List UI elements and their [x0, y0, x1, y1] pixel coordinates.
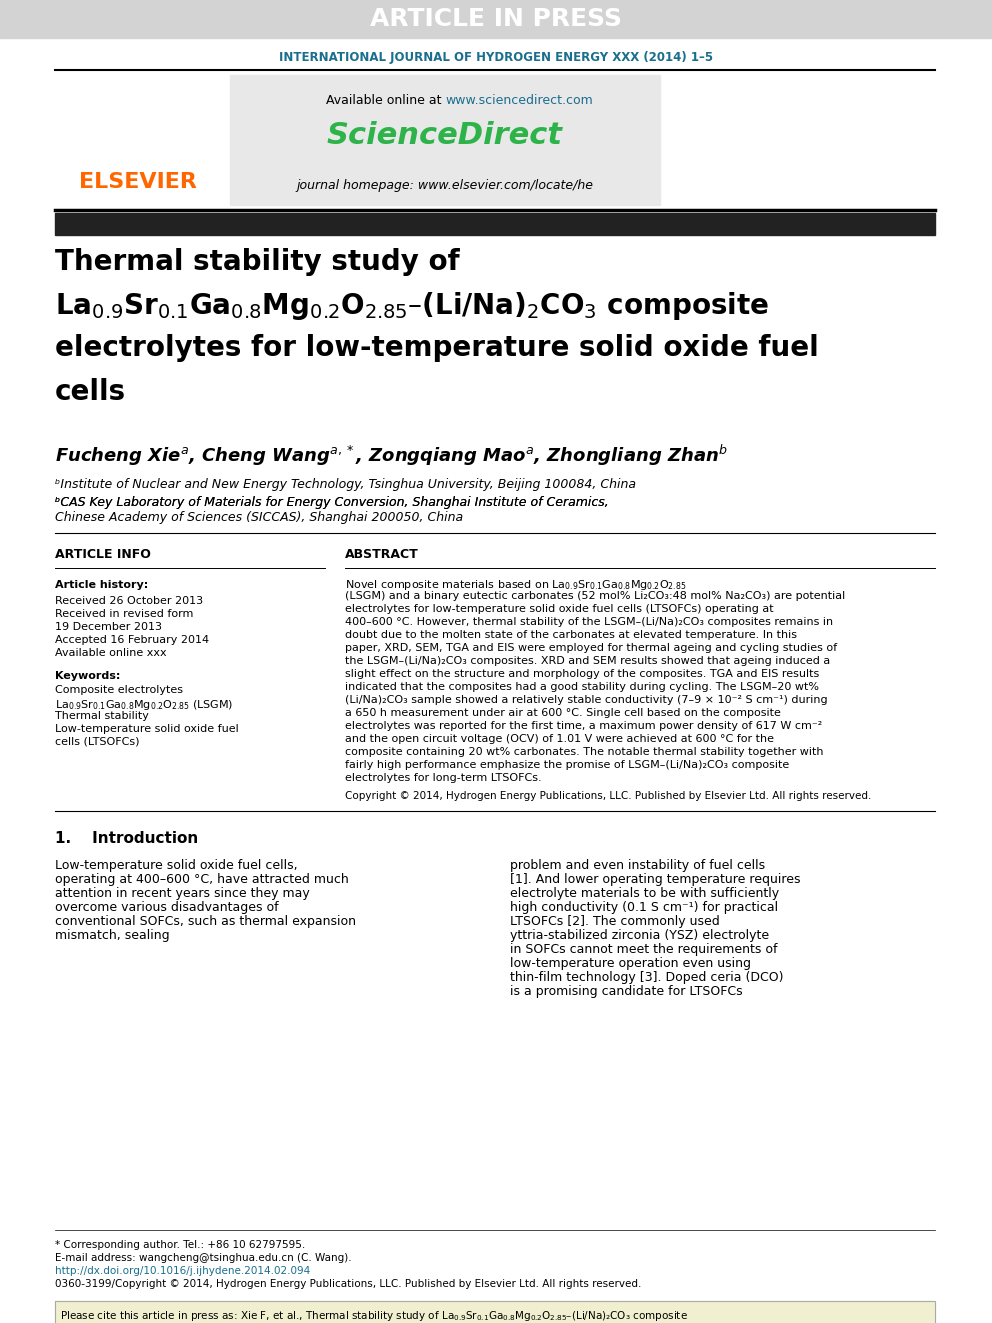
Text: fairly high performance emphasize the promise of LSGM–(Li/Na)₂CO₃ composite: fairly high performance emphasize the pr…	[345, 759, 790, 770]
Text: indicated that the composites had a good stability during cycling. The LSGM–20 w: indicated that the composites had a good…	[345, 681, 819, 692]
Text: electrolytes for long-term LTSOFCs.: electrolytes for long-term LTSOFCs.	[345, 773, 542, 783]
Text: 400–600 °C. However, thermal stability of the LSGM–(Li/Na)₂CO₃ composites remain: 400–600 °C. However, thermal stability o…	[345, 617, 833, 627]
Text: ᵇInstitute of Nuclear and New Energy Technology, Tsinghua University, Beijing 10: ᵇInstitute of Nuclear and New Energy Tec…	[55, 478, 636, 491]
Text: thin-film technology [3]. Doped ceria (DCO): thin-film technology [3]. Doped ceria (D…	[510, 971, 784, 984]
Text: paper, XRD, SEM, TGA and EIS were employed for thermal ageing and cycling studie: paper, XRD, SEM, TGA and EIS were employ…	[345, 643, 837, 654]
Text: http://dx.doi.org/10.1016/j.ijhydene.2014.02.094: http://dx.doi.org/10.1016/j.ijhydene.201…	[55, 1266, 310, 1275]
Text: Received 26 October 2013: Received 26 October 2013	[55, 595, 203, 606]
Text: (LSGM) and a binary eutectic carbonates (52 mol% Li₂CO₃:48 mol% Na₂CO₃) are pote: (LSGM) and a binary eutectic carbonates …	[345, 591, 845, 601]
Text: cells: cells	[55, 378, 126, 406]
Text: Thermal stability: Thermal stability	[55, 710, 149, 721]
Text: electrolytes for low-temperature solid oxide fuel: electrolytes for low-temperature solid o…	[55, 333, 818, 363]
Text: (Li/Na)₂CO₃ sample showed a relatively stable conductivity (7–9 × 10⁻² S cm⁻¹) d: (Li/Na)₂CO₃ sample showed a relatively s…	[345, 695, 827, 705]
Text: 19 December 2013: 19 December 2013	[55, 622, 162, 632]
Text: yttria-stabilized zirconia (YSZ) electrolyte: yttria-stabilized zirconia (YSZ) electro…	[510, 929, 769, 942]
Bar	[55, 1301, 935, 1323]
Text: composite containing 20 wt% carbonates. The notable thermal stability together w: composite containing 20 wt% carbonates. …	[345, 747, 823, 757]
Text: low-temperature operation even using: low-temperature operation even using	[510, 957, 751, 970]
Text: in SOFCs cannot meet the requirements of: in SOFCs cannot meet the requirements of	[510, 943, 778, 957]
Text: doubt due to the molten state of the carbonates at elevated temperature. In this: doubt due to the molten state of the car…	[345, 630, 797, 640]
Text: Novel composite materials based on La$_{0.9}$Sr$_{0.1}$Ga$_{0.8}$Mg$_{0.2}$O$_{2: Novel composite materials based on La$_{…	[345, 578, 686, 591]
Text: INTERNATIONAL JOURNAL OF HYDROGEN ENERGY XXX (2014) 1–5: INTERNATIONAL JOURNAL OF HYDROGEN ENERGY…	[279, 52, 713, 65]
Text: Composite electrolytes: Composite electrolytes	[55, 685, 183, 695]
Text: 1.    Introduction: 1. Introduction	[55, 831, 198, 845]
Text: is a promising candidate for LTSOFCs: is a promising candidate for LTSOFCs	[510, 986, 743, 998]
Text: ARTICLE INFO: ARTICLE INFO	[55, 548, 151, 561]
Text: Fucheng Xie$^a$, Cheng Wang$^{a,*}$, Zongqiang Mao$^a$, Zhongliang Zhan$^b$: Fucheng Xie$^a$, Cheng Wang$^{a,*}$, Zon…	[55, 443, 727, 468]
Bar	[55, 213, 935, 235]
Text: www.sciencedirect.com: www.sciencedirect.com	[445, 94, 593, 106]
Text: Chinese Academy of Sciences (SICCAS), Shanghai 200050, China: Chinese Academy of Sciences (SICCAS), Sh…	[55, 511, 463, 524]
Text: 0360-3199/Copyright © 2014, Hydrogen Energy Publications, LLC. Published by Else: 0360-3199/Copyright © 2014, Hydrogen Ene…	[55, 1279, 642, 1289]
Text: ARTICLE IN PRESS: ARTICLE IN PRESS	[370, 7, 622, 30]
Text: ᵇCAS Key Laboratory of Materials for Energy Conversion, Shanghai Institute of Ce: ᵇCAS Key Laboratory of Materials for Ene…	[55, 496, 609, 509]
Text: and the open circuit voltage (OCV) of 1.01 V were achieved at 600 °C for the: and the open circuit voltage (OCV) of 1.…	[345, 734, 774, 744]
Text: the LSGM–(Li/Na)₂CO₃ composites. XRD and SEM results showed that ageing induced : the LSGM–(Li/Na)₂CO₃ composites. XRD and…	[345, 656, 830, 665]
Text: high conductivity (0.1 S cm⁻¹) for practical: high conductivity (0.1 S cm⁻¹) for pract…	[510, 901, 778, 914]
Text: conventional SOFCs, such as thermal expansion: conventional SOFCs, such as thermal expa…	[55, 916, 356, 927]
Bar	[230, 75, 660, 205]
Text: ABSTRACT: ABSTRACT	[345, 548, 419, 561]
Text: Low-temperature solid oxide fuel: Low-temperature solid oxide fuel	[55, 724, 239, 734]
Text: ᵇCAS Key Laboratory of Materials for Energy Conversion, Shanghai Institute of Ce: ᵇCAS Key Laboratory of Materials for Ene…	[55, 496, 609, 509]
Text: a 650 h measurement under air at 600 °C. Single cell based on the composite: a 650 h measurement under air at 600 °C.…	[345, 708, 781, 718]
Text: Thermal stability study of: Thermal stability study of	[55, 247, 459, 277]
Bar	[0, 0, 992, 38]
Text: Copyright © 2014, Hydrogen Energy Publications, LLC. Published by Elsevier Ltd. : Copyright © 2014, Hydrogen Energy Public…	[345, 791, 871, 800]
Text: electrolytes was reported for the first time, a maximum power density of 617 W c: electrolytes was reported for the first …	[345, 721, 822, 732]
Text: problem and even instability of fuel cells: problem and even instability of fuel cel…	[510, 859, 765, 872]
Text: La$_{0.9}$Sr$_{0.1}$Ga$_{0.8}$Mg$_{0.2}$O$_{2.85}$ (LSGM): La$_{0.9}$Sr$_{0.1}$Ga$_{0.8}$Mg$_{0.2}$…	[55, 699, 233, 712]
Text: cells (LTSOFCs): cells (LTSOFCs)	[55, 737, 140, 747]
Bar	[55, 1301, 935, 1323]
Text: Available online at: Available online at	[325, 94, 445, 106]
Text: electrolytes for low-temperature solid oxide fuel cells (LTSOFCs) operating at: electrolytes for low-temperature solid o…	[345, 605, 774, 614]
Text: * Corresponding author. Tel.: +86 10 62797595.: * Corresponding author. Tel.: +86 10 627…	[55, 1240, 306, 1250]
Text: journal homepage: www.elsevier.com/locate/he: journal homepage: www.elsevier.com/locat…	[297, 179, 593, 192]
Text: Available online xxx: Available online xxx	[55, 648, 167, 658]
Text: [1]. And lower operating temperature requires: [1]. And lower operating temperature req…	[510, 873, 801, 886]
Text: Received in revised form: Received in revised form	[55, 609, 193, 619]
Text: electrolyte materials to be with sufficiently: electrolyte materials to be with suffici…	[510, 886, 779, 900]
Text: ScienceDirect: ScienceDirect	[327, 120, 563, 149]
Text: overcome various disadvantages of: overcome various disadvantages of	[55, 901, 279, 914]
Text: slight effect on the structure and morphology of the composites. TGA and EIS res: slight effect on the structure and morph…	[345, 669, 819, 679]
Text: E-mail address: wangcheng@tsinghua.edu.cn (C. Wang).: E-mail address: wangcheng@tsinghua.edu.c…	[55, 1253, 351, 1263]
Text: mismatch, sealing: mismatch, sealing	[55, 929, 170, 942]
Text: Article history:: Article history:	[55, 579, 148, 590]
Text: La$_{0.9}$Sr$_{0.1}$Ga$_{0.8}$Mg$_{0.2}$O$_{2.85}$–(Li/Na)$_2$CO$_3$ composite: La$_{0.9}$Sr$_{0.1}$Ga$_{0.8}$Mg$_{0.2}$…	[55, 290, 769, 321]
Text: operating at 400–600 °C, have attracted much: operating at 400–600 °C, have attracted …	[55, 873, 349, 886]
Text: Please cite this article in press as: Xie F, et al., Thermal stability study of : Please cite this article in press as: Xi…	[60, 1308, 858, 1323]
Text: Low-temperature solid oxide fuel cells,: Low-temperature solid oxide fuel cells,	[55, 859, 298, 872]
Text: Keywords:: Keywords:	[55, 671, 120, 681]
Text: attention in recent years since they may: attention in recent years since they may	[55, 886, 310, 900]
Text: ELSEVIER: ELSEVIER	[79, 172, 197, 192]
Text: LTSOFCs [2]. The commonly used: LTSOFCs [2]. The commonly used	[510, 916, 720, 927]
Text: Accepted 16 February 2014: Accepted 16 February 2014	[55, 635, 209, 646]
